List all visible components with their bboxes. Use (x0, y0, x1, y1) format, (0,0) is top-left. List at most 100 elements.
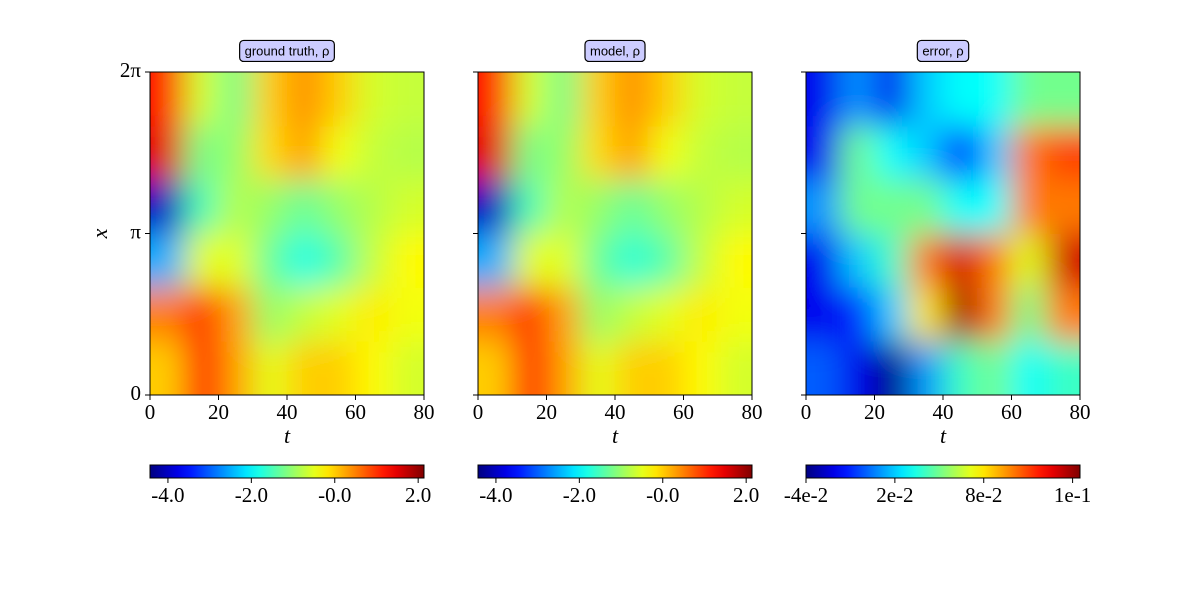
y-tick-label: π (130, 219, 141, 243)
cell (546, 341, 582, 395)
cell (252, 125, 288, 181)
x-tick-label: 60 (1001, 400, 1022, 424)
cell (252, 233, 288, 288)
cell (806, 179, 841, 234)
cell (218, 72, 254, 127)
cell (150, 179, 185, 234)
colorbar-tick-label: -2.0 (235, 483, 268, 507)
cell (1011, 287, 1047, 342)
x-tick-label: 0 (145, 400, 156, 424)
cell (580, 341, 616, 395)
cell (150, 287, 185, 342)
y-tick-label: 2π (120, 58, 142, 82)
cell (512, 287, 547, 342)
cell (874, 179, 910, 234)
colorbar-tick-label: 2e-2 (876, 483, 913, 507)
y-axis-label: x (87, 228, 112, 239)
cell (580, 179, 616, 234)
cell (478, 233, 513, 288)
cell (150, 233, 185, 288)
y-tick-label: 0 (131, 381, 142, 405)
cell (717, 125, 752, 181)
cell (580, 72, 616, 127)
cell (683, 125, 719, 181)
cell (908, 341, 944, 395)
cell (840, 125, 875, 181)
cell (1045, 233, 1080, 288)
x-axis-label: t (612, 423, 619, 448)
cell (512, 233, 547, 288)
colorbar-tick-label: -4.0 (479, 483, 512, 507)
x-tick-label: 40 (277, 400, 298, 424)
cell (184, 287, 219, 342)
heatmap-cells (150, 72, 424, 395)
cell (546, 125, 582, 181)
colorbar (149, 464, 425, 479)
cell (615, 72, 650, 127)
cell (649, 179, 684, 234)
colorbar-tick-label: -2.0 (563, 483, 596, 507)
cell (943, 341, 978, 395)
cell (840, 341, 875, 395)
cell (908, 287, 944, 342)
x-tick-label: 0 (473, 400, 484, 424)
cell (908, 125, 944, 181)
colorbar-tick-label: 1e-1 (1054, 483, 1091, 507)
cell (389, 72, 424, 127)
cell (184, 72, 219, 127)
cell (252, 341, 288, 395)
cell (683, 72, 719, 127)
cell (717, 72, 752, 127)
cell (840, 287, 875, 342)
cell (874, 287, 910, 342)
cell (1011, 125, 1047, 181)
cell (874, 125, 910, 181)
cell (717, 287, 752, 342)
cell (908, 233, 944, 288)
cell (478, 287, 513, 342)
cell (150, 72, 185, 127)
x-tick-label: 20 (208, 400, 229, 424)
cell (977, 125, 1012, 181)
cell (321, 72, 356, 127)
panel-title: error, ρ (922, 43, 963, 58)
cell (683, 179, 719, 234)
cell (649, 72, 684, 127)
cell (512, 72, 547, 127)
cell (806, 341, 841, 395)
cell (287, 287, 322, 342)
cell (649, 341, 684, 395)
cell (649, 125, 684, 181)
cell (287, 341, 322, 395)
x-tick-label: 40 (933, 400, 954, 424)
cell (977, 287, 1012, 342)
colorbar-tick-label: -0.0 (646, 483, 679, 507)
cell (1045, 179, 1080, 234)
heatmap-cells (806, 72, 1080, 395)
cell (478, 341, 513, 395)
cell (977, 341, 1012, 395)
cell (874, 341, 910, 395)
x-axis-label: t (940, 423, 947, 448)
cell (512, 125, 547, 181)
cell (908, 72, 944, 127)
cell (943, 179, 978, 234)
colorbar (477, 464, 753, 479)
colorbar-tick-label: 2.0 (405, 483, 431, 507)
heatmap (478, 72, 752, 395)
cell (478, 179, 513, 234)
cell (908, 179, 944, 234)
cell (943, 233, 978, 288)
cell (218, 287, 254, 342)
panel-title: model, ρ (590, 43, 640, 58)
cell (840, 233, 875, 288)
cell (1045, 125, 1080, 181)
cell (184, 341, 219, 395)
cell (287, 125, 322, 181)
cell (389, 233, 424, 288)
cell (977, 72, 1012, 127)
cell (615, 179, 650, 234)
cell (683, 287, 719, 342)
cell (806, 233, 841, 288)
